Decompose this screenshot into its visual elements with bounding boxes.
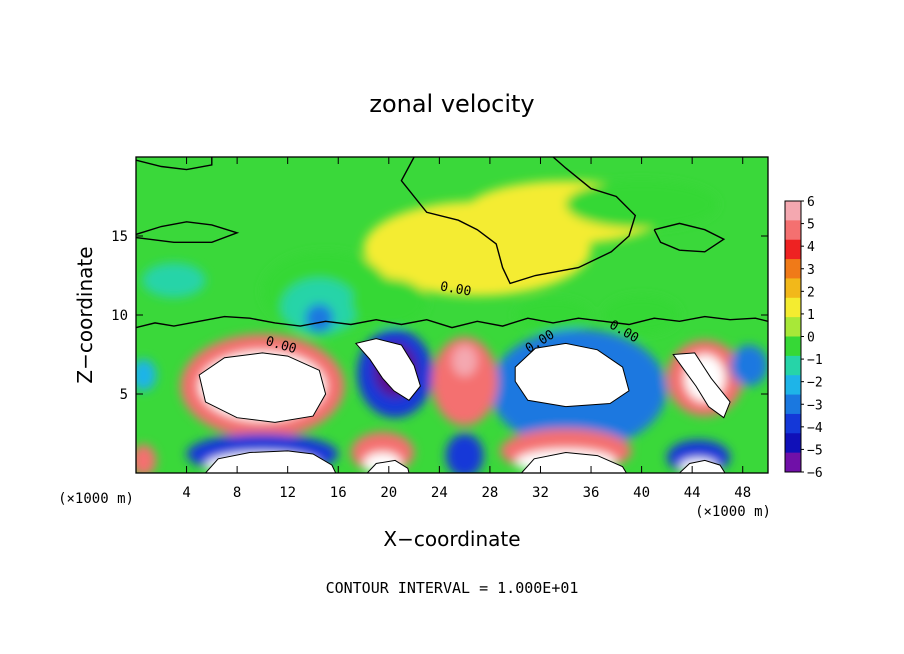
x-tick-label: 16 <box>330 485 347 501</box>
colorbar-label: 3 <box>807 263 815 278</box>
colorbar-label: 4 <box>807 240 815 255</box>
field-region <box>136 444 157 473</box>
field-region <box>431 337 498 426</box>
colorbar-segment <box>785 220 801 241</box>
contour-label: 0.00 <box>439 279 472 299</box>
x-tick-label: 24 <box>431 485 448 501</box>
zero-contour-line <box>653 222 726 253</box>
field-region <box>603 296 680 334</box>
extreme-region <box>514 342 630 408</box>
y-axis: 5 10 15 <box>111 229 768 403</box>
extreme-region <box>672 352 731 419</box>
field-region <box>305 303 334 333</box>
colorbar-label: 2 <box>807 285 815 300</box>
x-unit-right: (×1000 m) <box>695 504 771 520</box>
zero-contour-line <box>400 157 637 285</box>
colorbar-segment <box>785 201 801 221</box>
extreme-region <box>366 459 410 473</box>
zero-contour-line <box>136 157 213 171</box>
y-tick-label: 15 <box>111 229 128 245</box>
y-tick-label: 10 <box>111 308 128 324</box>
x-axis-label: X−coordinate <box>383 527 520 551</box>
field-region <box>350 278 427 327</box>
colorbar-segment <box>785 239 801 260</box>
contour-interval-note: CONTOUR INTERVAL = 1.000E+01 <box>326 579 579 597</box>
x-unit-left: (×1000 m) <box>58 491 134 507</box>
colorbar-label: 5 <box>807 218 815 233</box>
x-tick-label: 32 <box>532 485 549 501</box>
x-tick-label: 4 <box>182 485 190 501</box>
colorbar-segment <box>785 452 801 473</box>
y-tick-label: 5 <box>120 387 128 403</box>
x-axis: 4 8 12 16 20 24 28 32 36 40 44 48 <box>182 157 751 501</box>
field-region <box>565 180 718 229</box>
x-tick-label: 8 <box>233 485 241 501</box>
zero-contours <box>136 157 768 329</box>
colorbar-label: −4 <box>807 421 823 436</box>
colorbar-segment <box>785 355 801 376</box>
extreme-region <box>520 451 627 473</box>
x-tick-label: 48 <box>734 485 751 501</box>
colorbar-segment <box>785 394 801 415</box>
colorbar-label: 0 <box>807 331 815 346</box>
colorbar-label: −3 <box>807 398 823 413</box>
colorbar-segment <box>785 259 801 279</box>
extreme-value-regions <box>198 338 731 473</box>
colorbar-segment <box>785 336 801 357</box>
colorbar-segment <box>785 375 801 396</box>
field-region <box>142 262 206 298</box>
zero-contour-line <box>136 221 240 243</box>
x-tick-label: 28 <box>481 485 498 501</box>
field-region <box>452 345 478 377</box>
x-tick-label: 40 <box>633 485 650 501</box>
colorbar-label: −2 <box>807 376 823 391</box>
colorbar-segment <box>785 317 801 337</box>
field-region <box>445 433 484 473</box>
zero-contour-line <box>136 315 768 329</box>
colorbar-segment <box>785 433 801 454</box>
colorbar-label: −6 <box>807 466 823 481</box>
extreme-region <box>204 450 337 473</box>
colorbar: 6 5 4 3 2 1 0 −1 −2 −3 −4 −5 −6 <box>784 195 823 481</box>
extreme-region <box>354 338 421 401</box>
x-tick-label: 36 <box>583 485 600 501</box>
colorbar-segment <box>785 297 801 318</box>
extreme-region <box>678 459 726 473</box>
x-tick-label: 44 <box>684 485 701 501</box>
x-tick-label: 20 <box>380 485 397 501</box>
field-region <box>136 359 157 391</box>
colorbar-segment <box>785 278 801 299</box>
chart-title: zonal velocity <box>369 90 534 118</box>
velocity-field <box>136 157 768 473</box>
field-region <box>730 345 768 387</box>
colorbar-segment <box>785 413 801 434</box>
x-tick-label: 12 <box>279 485 296 501</box>
colorbar-label: 1 <box>807 308 815 323</box>
colorbar-label: −5 <box>807 443 823 458</box>
extreme-region <box>198 352 327 423</box>
colorbar-label: −1 <box>807 353 823 368</box>
y-axis-label: Z−coordinate <box>73 246 97 383</box>
colorbar-label: 6 <box>807 195 815 210</box>
field-region <box>515 299 592 331</box>
